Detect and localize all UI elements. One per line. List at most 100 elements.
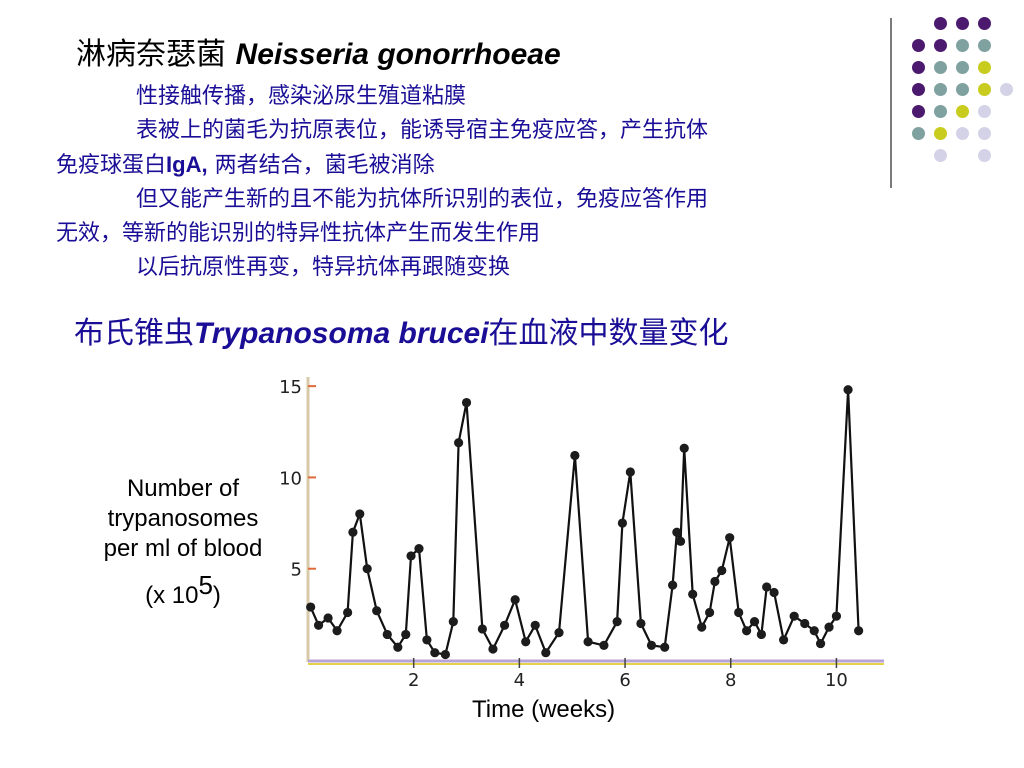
decorative-dot bbox=[956, 105, 969, 118]
decorative-dot bbox=[934, 17, 947, 30]
chart-heading: 布氏锥虫Trypanosoma brucei在血液中数量变化 bbox=[74, 314, 729, 354]
paragraph-1: 性接触传播，感染泌尿生殖道粘膜 bbox=[136, 84, 467, 109]
decorative-dot bbox=[912, 83, 925, 96]
data-point bbox=[697, 622, 707, 632]
data-point bbox=[541, 648, 551, 658]
decorative-dot bbox=[934, 149, 947, 162]
data-point bbox=[362, 564, 372, 574]
title-latin: Neisseria gonorrhoeae bbox=[235, 38, 561, 71]
decorative-dot bbox=[912, 105, 925, 118]
data-point bbox=[422, 635, 432, 645]
y-tick-label: 5 bbox=[291, 560, 302, 581]
data-point bbox=[406, 551, 416, 561]
x-axis-label: Time (weeks) bbox=[472, 696, 616, 723]
decorative-dot bbox=[912, 61, 925, 74]
x-tick-label: 8 bbox=[725, 670, 736, 691]
data-point bbox=[461, 397, 472, 408]
x-tick-label: 4 bbox=[514, 670, 525, 691]
y-axis-label-line-2: trypanosomes bbox=[107, 505, 259, 532]
data-point bbox=[355, 509, 365, 519]
x-tick-label: 10 bbox=[825, 670, 848, 691]
data-point bbox=[800, 618, 810, 629]
decorative-dot bbox=[978, 39, 991, 52]
data-point bbox=[313, 620, 324, 630]
data-point bbox=[636, 618, 646, 629]
series-line bbox=[309, 388, 860, 656]
y-axis-label: Number of trypanosomes per ml of blood (… bbox=[86, 474, 280, 611]
decorative-dot bbox=[912, 127, 925, 140]
decorative-dot bbox=[956, 127, 969, 140]
data-point bbox=[815, 638, 826, 649]
decorative-dot bbox=[978, 105, 991, 118]
chart-heading-chinese-b: 在血液中数量变化 bbox=[488, 316, 729, 351]
data-point bbox=[854, 626, 864, 636]
decorative-dot bbox=[978, 61, 991, 74]
decorative-dot bbox=[956, 17, 969, 30]
data-point bbox=[734, 607, 744, 618]
paragraph-3-line-1: 但又能产生新的且不能为抗体所识别的表位，免疫应答作用 bbox=[136, 187, 709, 212]
data-point bbox=[570, 450, 580, 461]
decorative-dot bbox=[934, 61, 947, 74]
data-point bbox=[617, 518, 628, 528]
data-point bbox=[454, 438, 464, 448]
body-text: 性接触传播，感染泌尿生殖道粘膜 表被上的菌毛为抗原表位，能诱导宿主免疫应答，产生… bbox=[56, 80, 886, 285]
data-point bbox=[646, 640, 657, 650]
paragraph-2-line-1: 表被上的菌毛为抗原表位，能诱导宿主免疫应答，产生抗体 bbox=[136, 118, 709, 143]
data-point bbox=[477, 624, 487, 634]
data-point bbox=[499, 620, 510, 630]
y-axis-unit-prefix: (x 10 bbox=[145, 582, 199, 609]
paragraph-2-line-2: 免疫球蛋白IgA, 两者结合，菌毛被消除 bbox=[56, 148, 886, 183]
decorative-dot bbox=[956, 39, 969, 52]
data-point bbox=[672, 527, 682, 537]
data-point bbox=[612, 617, 622, 627]
decorative-dot bbox=[978, 127, 991, 140]
data-point bbox=[749, 617, 760, 627]
paragraph-2-iga: IgA, bbox=[166, 152, 208, 177]
data-point bbox=[679, 443, 689, 453]
title-chinese: 淋病奈瑟菌 bbox=[76, 37, 236, 72]
decorative-dot bbox=[934, 127, 947, 140]
divider-line bbox=[890, 18, 892, 188]
data-point bbox=[306, 602, 316, 612]
data-point bbox=[510, 595, 520, 605]
y-axis-label-unit: (x 105) bbox=[86, 570, 280, 611]
data-point bbox=[778, 635, 789, 645]
data-point bbox=[554, 628, 564, 638]
decorative-dot bbox=[978, 83, 991, 96]
data-point bbox=[448, 617, 458, 627]
paragraph-2-text-b: 两者结合，菌毛被消除 bbox=[207, 153, 435, 178]
paragraph-3-line-2: 无效，等新的能识别的特异性抗体产生而发生作用 bbox=[56, 221, 541, 246]
data-point bbox=[625, 467, 635, 477]
data-point bbox=[762, 582, 772, 592]
data-point bbox=[430, 648, 440, 658]
data-point bbox=[348, 527, 358, 537]
data-point bbox=[831, 611, 842, 621]
decorative-dot bbox=[956, 83, 969, 96]
y-axis-unit-suffix: ) bbox=[212, 582, 221, 609]
decorative-dot bbox=[934, 105, 947, 118]
data-point bbox=[742, 626, 752, 636]
data-point bbox=[756, 629, 767, 640]
data-point bbox=[332, 626, 342, 636]
chart-heading-chinese-a: 布氏锥虫 bbox=[74, 316, 194, 351]
data-point bbox=[668, 580, 678, 590]
decorative-dot bbox=[978, 149, 991, 162]
y-tick-label: 15 bbox=[279, 377, 302, 398]
chart-heading-latin: Trypanosoma brucei bbox=[194, 317, 489, 350]
data-point bbox=[717, 565, 727, 576]
decorative-dot bbox=[1000, 83, 1013, 96]
y-axis-unit-exponent: 5 bbox=[198, 570, 213, 600]
data-point bbox=[521, 637, 531, 647]
x-tick-label: 6 bbox=[619, 670, 630, 691]
paragraph-2-text-a: 免疫球蛋白 bbox=[56, 153, 167, 178]
data-point bbox=[343, 607, 353, 618]
data-point bbox=[725, 533, 735, 543]
data-point bbox=[401, 629, 411, 640]
data-point bbox=[660, 642, 670, 652]
page-title: 淋病奈瑟菌 Neisseria gonorrhoeae bbox=[76, 36, 561, 74]
decorative-dot bbox=[912, 39, 925, 52]
data-point bbox=[382, 629, 392, 640]
data-point bbox=[323, 613, 333, 623]
data-point bbox=[688, 589, 698, 599]
